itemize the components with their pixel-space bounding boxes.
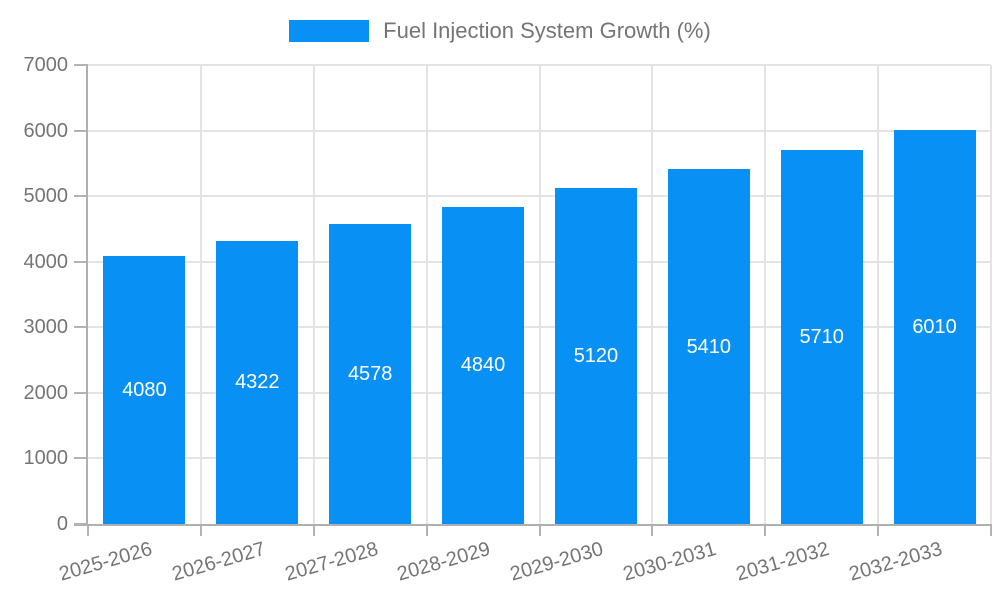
x-axis-tick [764,524,767,536]
x-axis-tick [425,524,428,536]
bar-value-label: 4322 [235,371,280,394]
x-axis-line [74,524,991,526]
x-axis-tick [651,524,654,536]
bar [329,223,412,524]
y-tick-label: 1000 [23,447,69,470]
y-tick-label: 5000 [23,185,69,208]
x-axis-tick [199,524,202,536]
gridline-vertical [199,65,202,524]
bar [442,206,525,524]
x-tick-label: 2032-2033 [846,538,945,586]
bar [780,149,863,524]
y-axis-tick [74,129,88,132]
x-tick-label: 2028-2029 [395,538,494,586]
x-axis-tick [538,524,541,536]
y-tick-label: 0 [56,513,68,535]
gridline-vertical [764,65,767,524]
y-tick-label: 7000 [23,54,69,76]
legend: Fuel Injection System Growth (%) [0,16,1000,46]
y-axis-tick [74,64,88,66]
x-axis-tick [87,524,89,536]
y-axis-tick [74,457,88,460]
bar-value-label: 6010 [912,315,957,338]
bar-value-label: 5710 [799,325,844,348]
y-tick-label: 3000 [23,316,69,339]
legend-item[interactable]: Fuel Injection System Growth (%) [289,18,711,44]
gridline-vertical [990,65,992,524]
y-axis-tick [74,391,88,394]
x-tick-label: 2031-2032 [733,538,832,586]
gridline-vertical [651,65,654,524]
x-tick-label: 2029-2030 [507,538,607,586]
gridline-vertical [877,65,880,524]
legend-label: Fuel Injection System Growth (%) [383,18,711,43]
y-axis-tick [74,326,88,329]
x-axis-tick [877,524,880,536]
bar [667,169,750,524]
bar-value-label: 5120 [573,345,619,368]
x-tick-label: 2027-2028 [282,538,381,586]
bar [103,256,186,524]
x-tick-label: 2030-2031 [620,538,719,586]
y-tick-label: 4000 [23,250,69,273]
bar-value-label: 4080 [122,379,167,402]
bar [554,188,637,524]
legend-swatch-icon [289,20,370,42]
x-tick-label: 2026-2027 [169,538,268,586]
gridline-vertical [425,65,428,524]
bar-value-label: 4578 [347,362,393,385]
bar-value-label: 4840 [460,354,506,377]
y-tick-label: 2000 [23,381,69,404]
bar [216,240,299,524]
bar [893,129,976,524]
x-tick-label: 2025-2026 [56,538,155,586]
gridline-vertical [312,65,315,524]
x-axis-tick [312,524,315,536]
y-axis-tick [74,195,88,198]
y-axis-tick [74,260,88,263]
y-axis-line [86,65,88,524]
gridline-vertical [538,65,541,524]
y-tick-label: 6000 [23,119,69,142]
x-axis-tick [990,524,992,536]
bar-value-label: 5410 [686,335,732,358]
